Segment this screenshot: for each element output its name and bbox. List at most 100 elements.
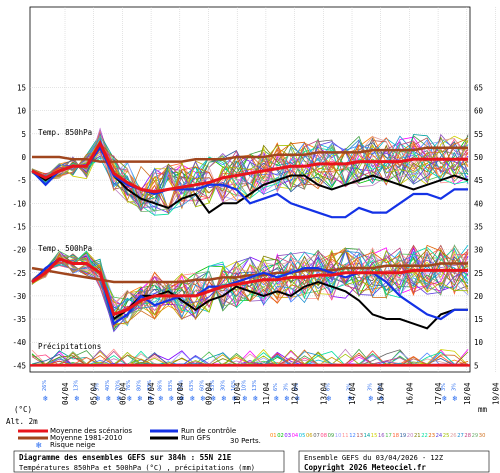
chart-title: Diagramme des ensembles GEFS sur 384h : …	[19, 453, 232, 462]
snow-risk-label: 60%	[200, 380, 206, 391]
pert-number: 29	[472, 433, 479, 439]
snow-risk-label: 80%	[137, 380, 143, 391]
pert-number: 25	[443, 433, 450, 439]
footer-title-box	[13, 450, 285, 473]
mean-850-line	[31, 139, 468, 194]
snowflake-icon: ❄	[96, 394, 101, 403]
pert-number: 24	[436, 433, 443, 439]
pert-number: 13	[356, 433, 363, 439]
panel-label-850: Temp. 850hPa	[38, 128, 92, 137]
pert-number: 12	[349, 433, 356, 439]
x-tick-label: 10/04	[233, 382, 242, 405]
snowflake-icon: ❄	[327, 394, 332, 403]
y-tick-label: 5	[21, 130, 26, 139]
right-axis-unit: mm	[478, 405, 488, 414]
pert-number: 20	[407, 433, 414, 439]
pert-number: 18	[392, 433, 399, 439]
snowflake-icon: ❄	[442, 394, 447, 403]
right-tick-label: 40	[474, 199, 484, 208]
left-axis-unit: (°C)	[14, 405, 32, 414]
legend-climo-label: Moyenne 1981-2010	[50, 434, 122, 442]
snowflake-icon: ❄	[232, 394, 237, 403]
pert-number: 08	[320, 433, 327, 439]
snowflake-icon: ❄	[127, 394, 132, 403]
x-tick-label: 09/04	[205, 382, 214, 405]
legend: Moyenne des scénarios Moyenne 1981-2010 …	[18, 427, 485, 451]
panel-label-precip: Précipitations	[38, 342, 101, 351]
right-tick-label: 65	[474, 84, 483, 93]
y-tick-label: -20	[12, 246, 26, 255]
snow-risk-label: 13%	[252, 380, 258, 391]
pert-number: 30	[479, 433, 486, 439]
x-tick-label: 04/04	[61, 382, 70, 405]
x-tick-label: 08/04	[176, 382, 185, 405]
right-tick-label: 60	[474, 107, 484, 116]
legend-control-label: Run de contrôle	[181, 427, 236, 435]
left-axis-ticks: 15 10 5 0 -5 -10 -15 -20 -25 -30 -35 -40 -45	[12, 84, 26, 371]
right-tick-label: 55	[474, 130, 483, 139]
snow-risk-label: 73%	[179, 380, 185, 391]
precipitation-bars	[30, 348, 470, 367]
y-tick-label: -45	[12, 361, 26, 370]
x-tick-label: 13/04	[319, 382, 328, 405]
left-axis-sublabel: Alt. 2m	[6, 417, 38, 426]
legend-snow-label: Risque neige	[50, 441, 95, 449]
x-tick-label: 18/04	[463, 382, 472, 405]
snowflake-icon: ❄	[348, 394, 353, 403]
snow-risk-label: 83%	[168, 380, 174, 391]
snow-risk-label: 3%	[294, 383, 300, 391]
snowflake-icon: ❄	[159, 394, 164, 403]
y-tick-label: -5	[17, 176, 26, 185]
snowflake-icon: ❄	[180, 394, 185, 403]
climo-850-line	[32, 146, 468, 163]
x-tick-label: 14/04	[348, 382, 357, 405]
snow-risk-label: 26%	[42, 380, 48, 391]
snowflake-icon: ❄	[75, 394, 80, 403]
right-tick-label: 45	[474, 176, 483, 185]
snowflake-icon: ❄	[379, 394, 384, 403]
snowflake-icon: ❄	[190, 394, 195, 403]
pert-500-line	[31, 249, 469, 333]
pert-number: 04	[292, 433, 299, 439]
snow-risk-label: 3%	[368, 383, 374, 391]
pert-number: 06	[306, 433, 313, 439]
right-tick-label: 30	[474, 246, 484, 255]
climo-500-line	[31, 262, 468, 284]
y-tick-label: -35	[12, 315, 26, 324]
pert-number: 19	[400, 433, 407, 439]
snow-risk-label: 6%	[273, 383, 279, 391]
pert-number: 16	[378, 433, 385, 439]
pert-number: 22	[421, 433, 428, 439]
snow-risk-label: 53%	[210, 380, 216, 391]
y-tick-label: -40	[12, 338, 26, 347]
snowflake-icon: ❄	[222, 394, 227, 403]
snow-risk-label: 73%	[147, 380, 153, 391]
main-series-lines	[31, 139, 469, 330]
x-tick-label: 11/04	[262, 382, 271, 405]
x-tick-label: 06/04	[118, 382, 127, 405]
snowflake-icon: ❄	[274, 394, 279, 403]
pert-number: 11	[342, 433, 349, 439]
snow-risk-label: 3%	[452, 383, 458, 391]
pert-number: 14	[364, 433, 371, 439]
legend-gfs-label: Run GFS	[181, 434, 211, 442]
snow-risk-label: 10%	[242, 380, 248, 391]
pert-850-line	[31, 136, 469, 212]
pert-number: 15	[371, 433, 378, 439]
legend-perts-label: 30 Perts.	[230, 437, 261, 445]
y-tick-label: -10	[12, 199, 26, 208]
snowflake-icon: ❄	[285, 394, 290, 403]
snowflake-icon: ❄	[369, 394, 374, 403]
right-tick-label: 25	[474, 269, 483, 278]
snow-risk-label: 40%	[105, 380, 111, 391]
snowflake-icon: ❄	[169, 394, 174, 403]
y-tick-label: -15	[12, 222, 26, 231]
snowflake-icon: ❄	[201, 394, 206, 403]
snow-risk-label: 6%	[326, 383, 332, 391]
right-tick-label: 20	[474, 292, 484, 301]
x-tick-label: 07/04	[147, 382, 156, 405]
chart-copyright: Copyright 2026 Meteociel.fr	[304, 463, 426, 472]
pert-number: 05	[299, 433, 306, 439]
snowflake-icon: ❄	[43, 394, 48, 403]
